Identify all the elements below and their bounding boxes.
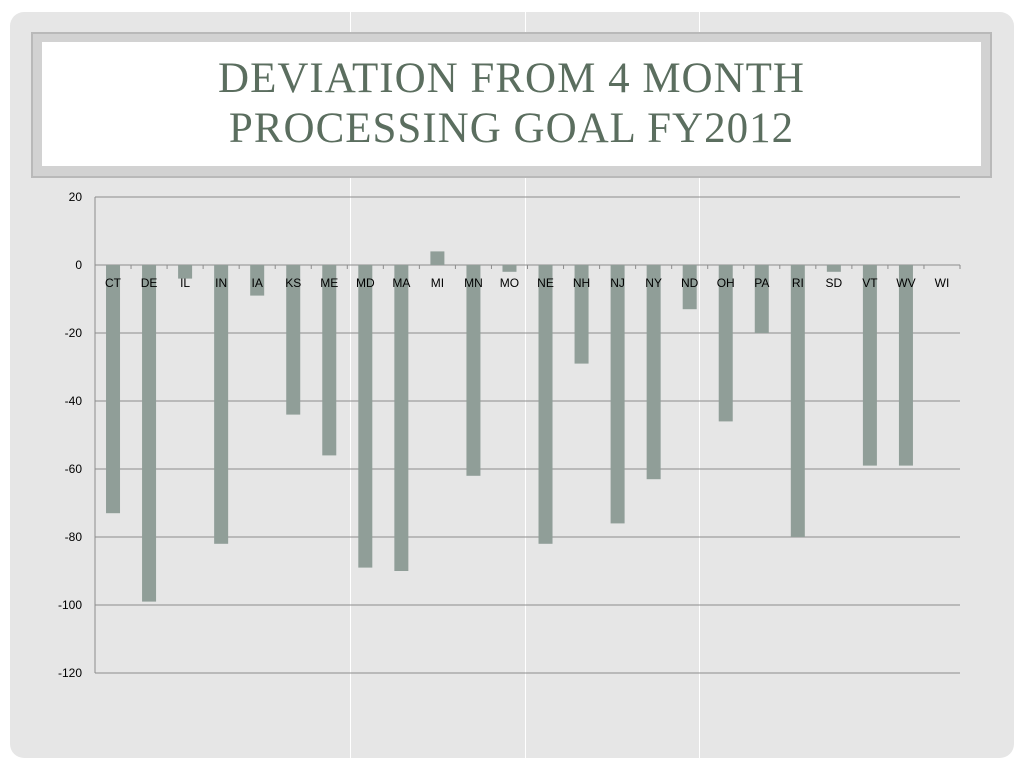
bar-de — [142, 265, 157, 602]
bar-nj — [610, 265, 625, 524]
x-category-label: ND — [681, 276, 699, 290]
y-tick-label: 0 — [75, 258, 82, 272]
slide-title: DEVIATION FROM 4 MONTH PROCESSING GOAL F… — [218, 55, 805, 152]
background-divider — [699, 12, 700, 758]
y-tick-label: -80 — [65, 530, 83, 544]
x-category-label: MA — [392, 276, 410, 290]
x-category-label: VT — [862, 276, 878, 290]
bar-ne — [538, 265, 553, 544]
bar-il — [178, 265, 193, 279]
bar-ia — [250, 265, 265, 296]
bar-me — [322, 265, 337, 456]
x-category-label: NJ — [610, 276, 625, 290]
x-category-label: NY — [645, 276, 662, 290]
x-category-label: MO — [500, 276, 519, 290]
x-category-label: WV — [896, 276, 915, 290]
x-category-label: NH — [573, 276, 590, 290]
x-category-label: KS — [285, 276, 301, 290]
title-frame: DEVIATION FROM 4 MONTH PROCESSING GOAL F… — [31, 32, 992, 178]
bar-wv — [898, 265, 913, 466]
bar-ma — [394, 265, 409, 571]
x-category-label: WI — [935, 276, 950, 290]
x-category-label: RI — [792, 276, 804, 290]
title-box: DEVIATION FROM 4 MONTH PROCESSING GOAL F… — [42, 42, 981, 166]
x-category-label: IL — [180, 276, 190, 290]
y-tick-label: -60 — [65, 462, 83, 476]
bar-md — [358, 265, 373, 568]
bar-ks — [286, 265, 301, 415]
x-category-label: IN — [215, 276, 227, 290]
x-category-label: DE — [141, 276, 158, 290]
bar-ny — [646, 265, 661, 480]
bar-mo — [502, 265, 517, 272]
x-category-label: MD — [356, 276, 375, 290]
y-tick-label: -100 — [58, 598, 82, 612]
bar-mi — [430, 251, 445, 265]
x-category-label: SD — [826, 276, 843, 290]
background-divider — [350, 12, 351, 758]
x-category-label: MI — [431, 276, 444, 290]
y-tick-label: -120 — [58, 666, 82, 680]
bar-nd — [682, 265, 697, 310]
bar-sd — [826, 265, 841, 272]
x-category-label: OH — [717, 276, 735, 290]
background-divider — [525, 12, 526, 758]
bar-in — [214, 265, 229, 544]
bar-ct — [106, 265, 121, 514]
bar-mn — [466, 265, 481, 476]
y-tick-label: -20 — [65, 326, 83, 340]
bar-oh — [718, 265, 733, 422]
x-category-label: CT — [105, 276, 122, 290]
x-category-label: NE — [537, 276, 554, 290]
bar-nh — [574, 265, 589, 364]
x-category-label: MN — [464, 276, 483, 290]
x-category-label: IA — [252, 276, 263, 290]
y-tick-label: 20 — [69, 190, 83, 204]
bar-vt — [862, 265, 877, 466]
x-category-label: PA — [754, 276, 769, 290]
bar-ri — [790, 265, 805, 537]
y-tick-label: -40 — [65, 394, 83, 408]
x-category-label: ME — [320, 276, 338, 290]
bar-pa — [754, 265, 769, 333]
